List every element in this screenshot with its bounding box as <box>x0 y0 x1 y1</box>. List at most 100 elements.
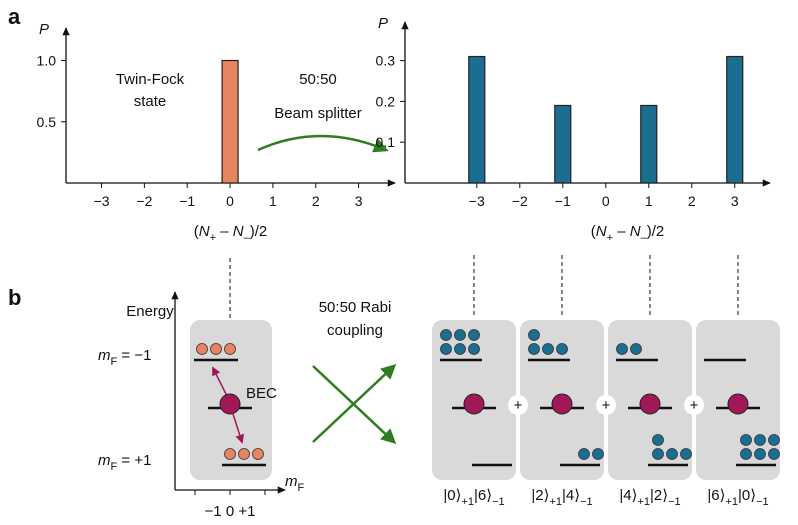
x-axis-label-part: N <box>199 223 210 240</box>
beam-arrow <box>257 134 389 153</box>
atom <box>468 329 480 341</box>
diagram: Energy −1 0 +1 BEC 50:50 Rabi coupling + + + <box>126 255 780 520</box>
ket-label-part: |4⟩ <box>562 487 580 504</box>
x-tick-label: −3 <box>469 193 485 209</box>
mf-axis-label-part: F <box>298 482 305 494</box>
ket-label-part: +1 <box>725 496 738 508</box>
ket-label-part: −1 <box>580 496 593 508</box>
mf-tick-labels: −1 0 +1 <box>205 503 256 520</box>
x-tick-label: 1 <box>645 193 653 209</box>
ket-label-part: |6⟩ <box>707 487 725 504</box>
x-axis-label-part: – <box>216 223 233 240</box>
ket-label: |6⟩+1|0⟩−1 <box>707 487 768 508</box>
ket-label-part: −1 <box>492 496 505 508</box>
atom <box>454 329 466 341</box>
ket-label: |2⟩+1|4⟩−1 <box>531 487 592 508</box>
atom <box>210 343 222 355</box>
x-tick-label: 1 <box>269 193 277 209</box>
atom <box>196 343 208 355</box>
atom <box>754 434 766 446</box>
bec <box>551 393 573 415</box>
x-tick-label: −3 <box>94 193 110 209</box>
x-tick-label: −2 <box>512 193 528 209</box>
atom <box>440 329 452 341</box>
atom <box>754 448 766 460</box>
atom <box>578 448 590 460</box>
atom <box>252 448 264 460</box>
ket-label-part: −1 <box>668 496 681 508</box>
ket-label-part: |0⟩ <box>443 487 461 504</box>
atom <box>224 448 236 460</box>
x-tick-label: 2 <box>688 193 696 209</box>
x-tick-label: 2 <box>312 193 320 209</box>
x-tick-label: 3 <box>731 193 739 209</box>
x-axis-label: (N+ – N–)/2 <box>194 223 267 244</box>
y-tick-label: 0.2 <box>376 93 396 109</box>
bec-label: BEC <box>246 385 277 402</box>
y-tick-label: 0.3 <box>376 53 396 69</box>
y-tick-label: 1.0 <box>37 53 57 69</box>
level-label-part: m <box>98 347 111 364</box>
plus-sign: + <box>602 397 611 414</box>
x-axis-label-part: )/2 <box>250 223 268 240</box>
bec <box>463 393 485 415</box>
atom <box>630 343 642 355</box>
ket-label-part: +1 <box>637 496 650 508</box>
y-axis-label: P <box>39 21 49 38</box>
x-axis-label-part: – <box>613 223 630 240</box>
x-axis-label-part: + <box>210 232 216 244</box>
mf-axis-label: mF <box>285 473 305 494</box>
plus-bubble <box>684 395 704 415</box>
ket-label-part: |2⟩ <box>531 487 549 504</box>
x-axis-label-part: N <box>596 223 607 240</box>
atom <box>556 343 568 355</box>
atom <box>528 329 540 341</box>
ket-label: |0⟩+1|6⟩−1 <box>443 487 504 508</box>
x-tick-label: −1 <box>555 193 571 209</box>
bar <box>554 104 572 184</box>
bar <box>468 55 486 184</box>
x-axis-label-part: N <box>630 223 641 240</box>
bar <box>221 59 239 184</box>
ket-label: |4⟩+1|2⟩−1 <box>619 487 680 508</box>
level-label-part: = −1 <box>117 347 151 364</box>
x-axis-label-part: )/2 <box>647 223 665 240</box>
atom <box>768 434 780 446</box>
ket-label-part: |6⟩ <box>474 487 492 504</box>
annotation: Twin-Fock <box>116 71 185 88</box>
atom <box>440 343 452 355</box>
ket-label-part: −1 <box>756 496 769 508</box>
bec <box>639 393 661 415</box>
ket-label-part: |0⟩ <box>738 487 756 504</box>
x-axis-label-part: – <box>641 232 648 244</box>
atom <box>652 434 664 446</box>
bec <box>727 393 749 415</box>
level-label: mF = −1 <box>98 347 151 368</box>
rabi-label: 50:50 Rabi <box>319 299 392 316</box>
atom <box>768 448 780 460</box>
atom <box>740 434 752 446</box>
level-label-part: = +1 <box>117 452 151 469</box>
x-axis-label-part: ( <box>591 223 596 240</box>
panel-label: a <box>8 4 21 29</box>
coupling-arrow <box>212 366 228 397</box>
bec <box>219 393 241 415</box>
mf-axis-label-part: m <box>285 473 298 490</box>
atom <box>468 343 480 355</box>
y-tick-label: 0.5 <box>37 114 57 130</box>
y-tick-label: 0.1 <box>376 134 396 150</box>
level-label-part: m <box>98 452 111 469</box>
bar <box>726 55 744 184</box>
bar <box>640 104 658 184</box>
panel-label: b <box>8 285 21 310</box>
atom <box>740 448 752 460</box>
atom <box>542 343 554 355</box>
level-label-part: F <box>111 461 118 473</box>
annotation: state <box>134 93 167 110</box>
atom <box>666 448 678 460</box>
x-axis-label-part: – <box>244 232 251 244</box>
x-tick-label: 3 <box>355 193 363 209</box>
plus-sign: + <box>690 397 699 414</box>
level-label: mF = +1 <box>98 452 151 473</box>
